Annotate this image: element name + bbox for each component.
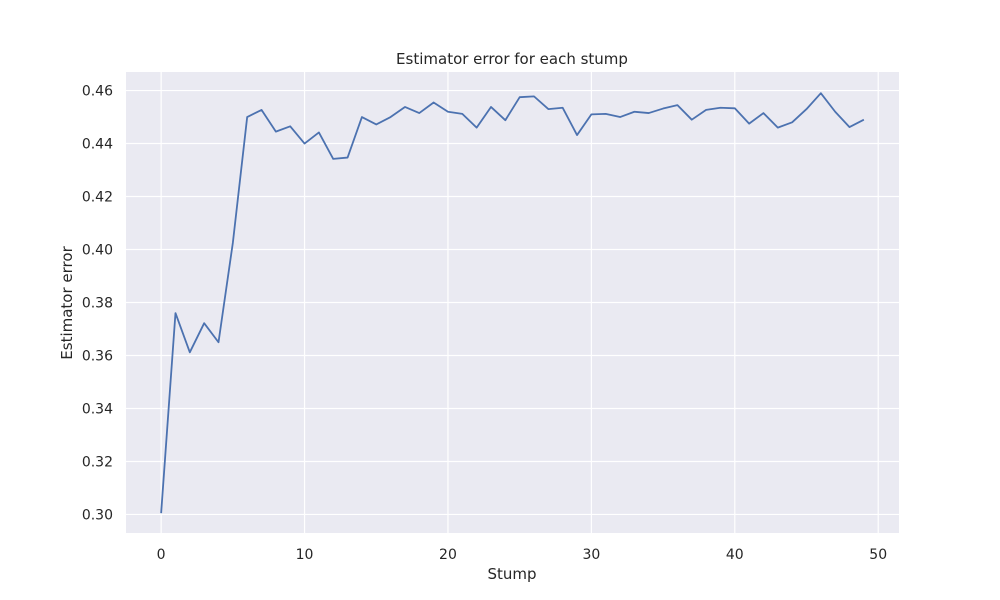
x-tick-label: 10 xyxy=(296,547,314,563)
grid-lines xyxy=(126,72,899,533)
x-tick-label: 0 xyxy=(157,547,166,563)
series-line xyxy=(160,92,865,514)
y-tick-label: 0.44 xyxy=(82,137,113,153)
y-tick-label: 0.32 xyxy=(82,454,113,470)
y-tick-label: 0.46 xyxy=(82,84,113,100)
y-axis-label: Estimator error xyxy=(58,245,76,359)
y-tick-label: 0.40 xyxy=(82,243,113,259)
x-tick-label: 20 xyxy=(439,547,457,563)
y-tick-label: 0.42 xyxy=(82,190,113,206)
y-tick-label: 0.30 xyxy=(82,507,113,523)
chart-title: Estimator error for each stump xyxy=(396,50,628,68)
x-tick-label: 50 xyxy=(869,547,887,563)
y-tick-labels: 0.30 0.32 0.34 0.36 0.38 0.40 0.42 0.44 0.46 xyxy=(82,84,113,524)
x-tick-label: 40 xyxy=(726,547,744,563)
y-tick-label: 0.38 xyxy=(82,296,113,312)
y-tick-label: 0.36 xyxy=(82,348,113,364)
x-axis-label: Stump xyxy=(487,565,536,583)
x-tick-label: 30 xyxy=(582,547,600,563)
y-tick-label: 0.34 xyxy=(82,401,113,417)
series-layer xyxy=(160,92,865,514)
x-tick-labels: 0 10 20 30 40 50 xyxy=(157,547,887,563)
